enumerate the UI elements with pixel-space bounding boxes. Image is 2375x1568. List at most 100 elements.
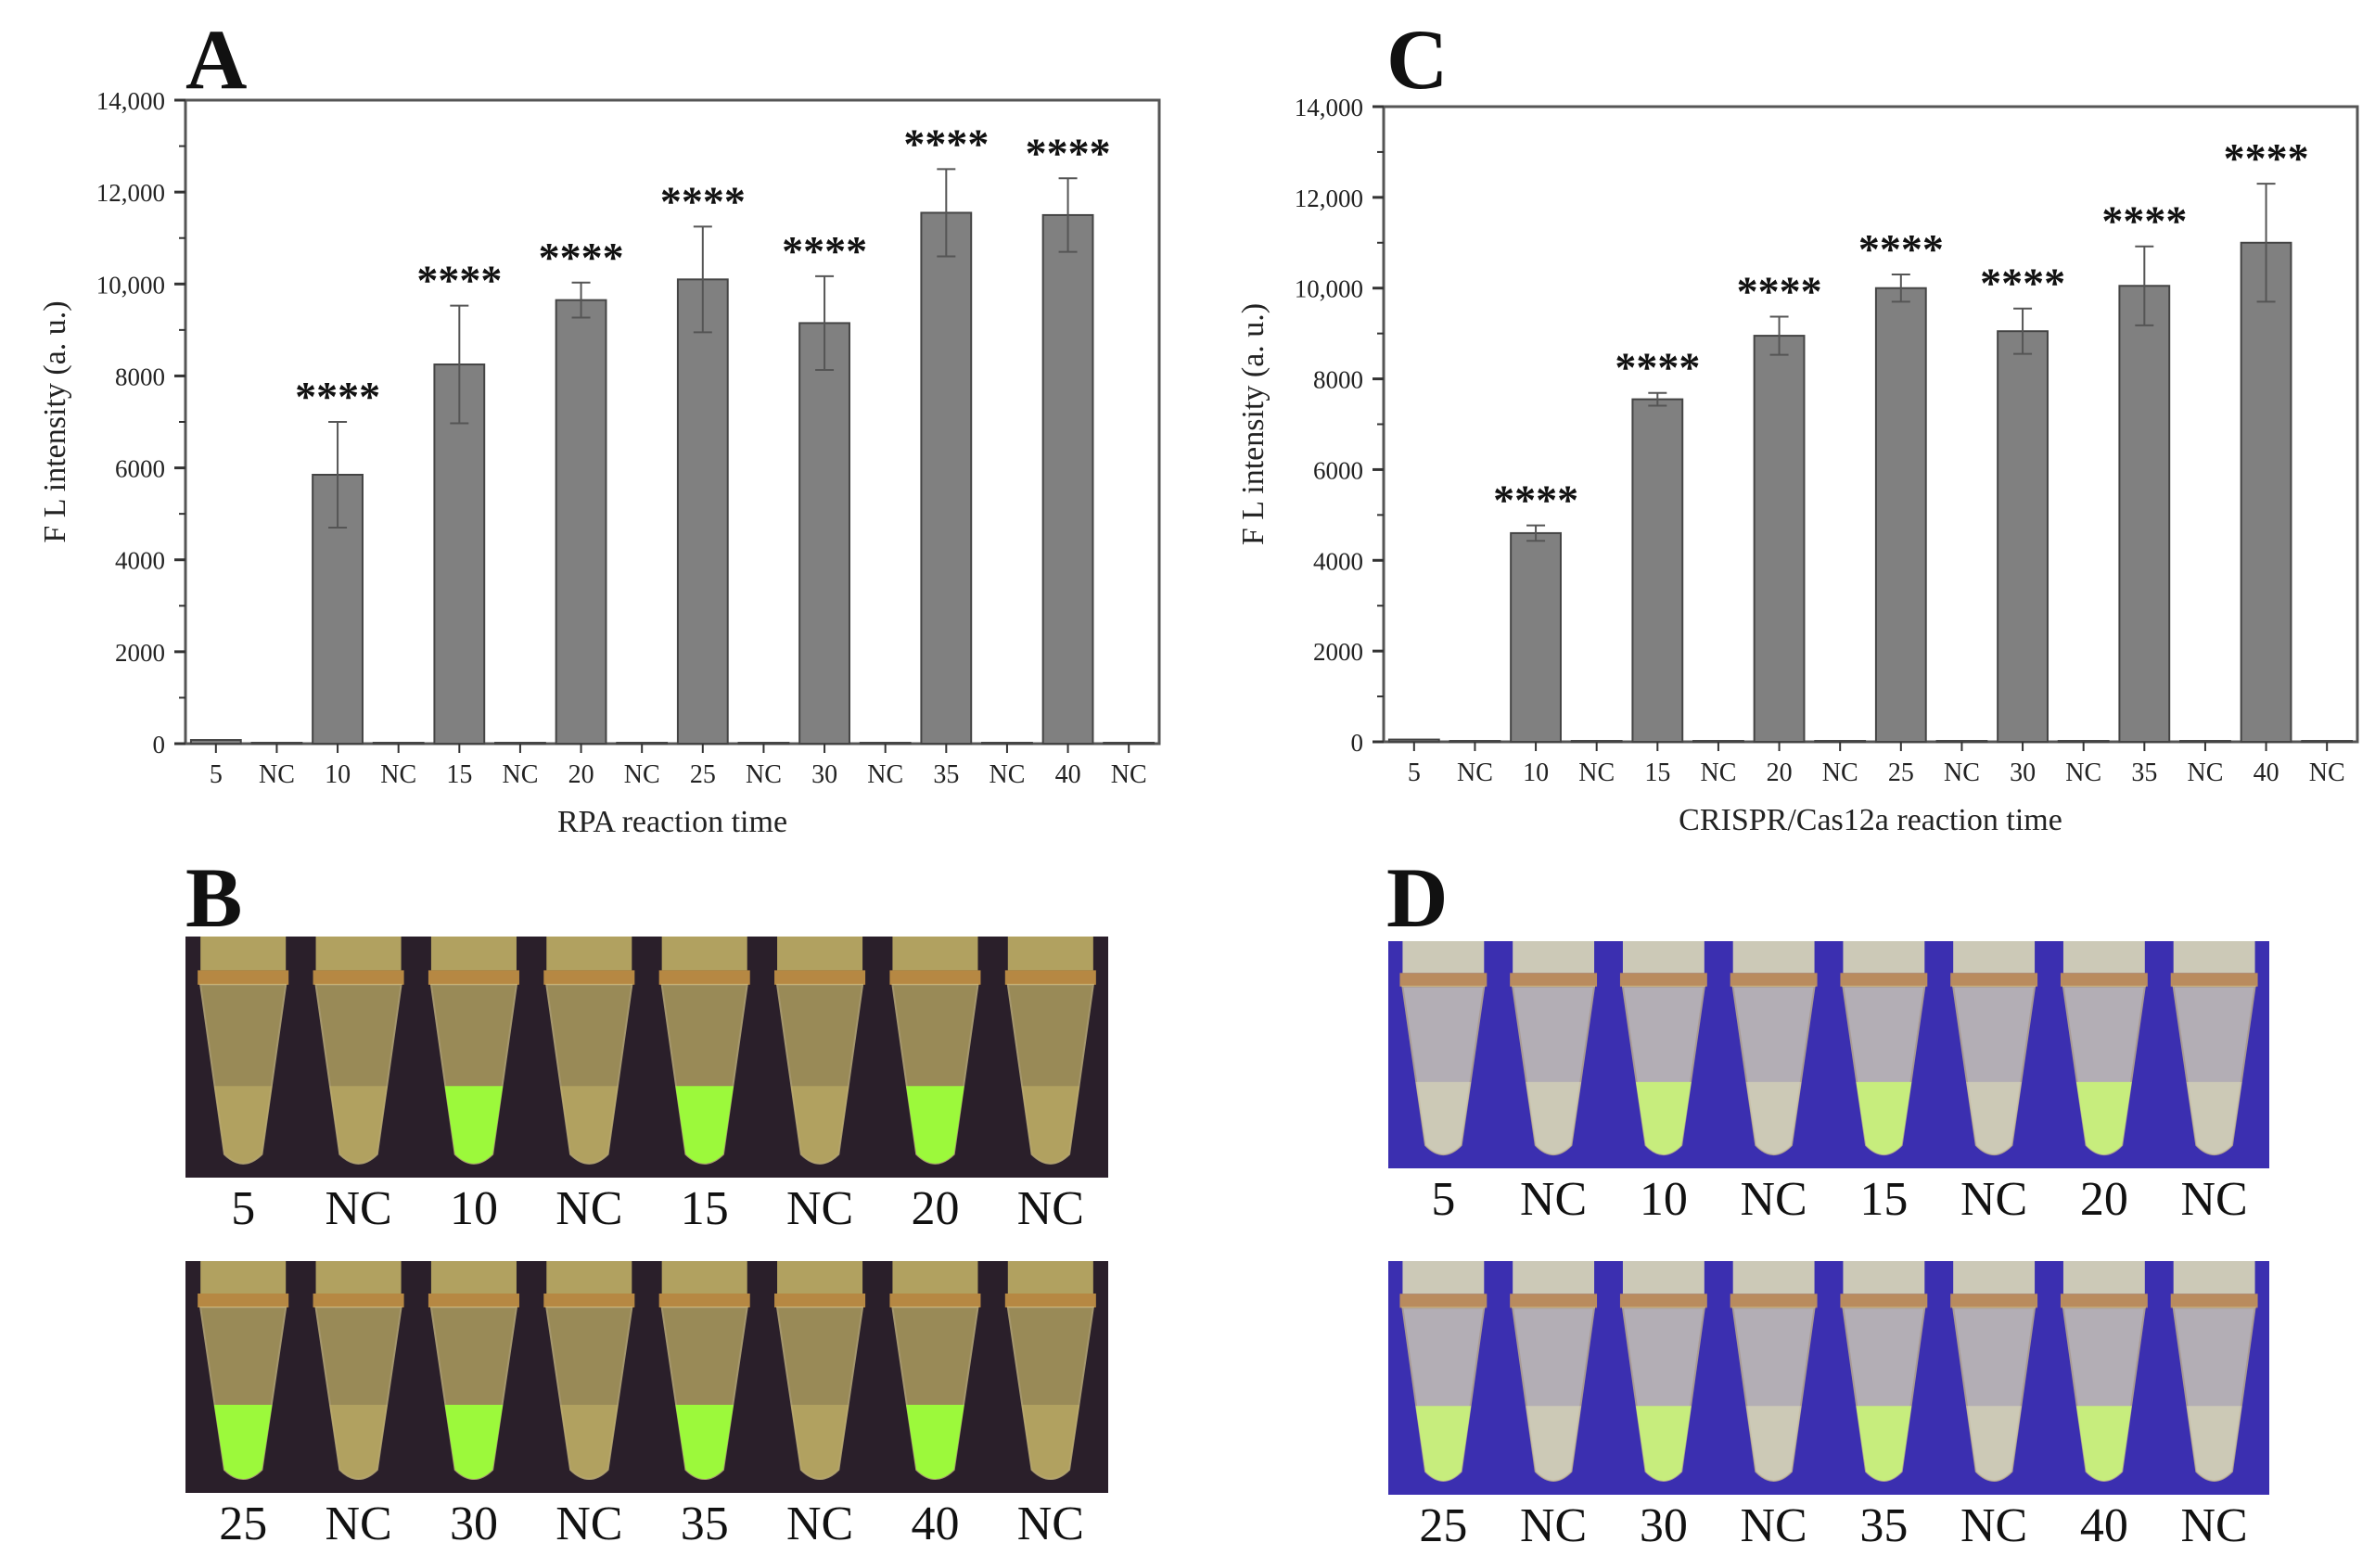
tube	[428, 937, 519, 1165]
x-tick-label: 15	[446, 760, 472, 789]
tube	[1399, 1261, 1488, 1482]
x-tick-label: NC	[380, 760, 416, 789]
tube	[543, 1261, 635, 1480]
x-tick-label: NC	[259, 760, 295, 789]
lane-labels-b-row-1: 5 NC 10 NC 15 NC 20 NC	[185, 1181, 1108, 1236]
tube	[1730, 941, 1818, 1156]
tube-cap	[1622, 1261, 1705, 1294]
tube-liquid	[1966, 1406, 2023, 1481]
tube-rim	[1399, 1294, 1488, 1308]
tube	[1950, 1261, 2038, 1482]
bar	[1510, 531, 1562, 744]
y-tick-label: 14,000	[1295, 94, 1363, 121]
lane-label: 15	[1859, 1173, 1909, 1226]
tube	[198, 937, 289, 1165]
tube	[2060, 941, 2148, 1156]
tube	[889, 1261, 981, 1480]
tube-rim	[1730, 973, 1818, 987]
x-tick-label: NC	[2309, 759, 2345, 787]
tube-rim	[774, 1294, 866, 1307]
tube-liquid	[1745, 1081, 1802, 1155]
significance-label: ****	[660, 177, 746, 224]
lane-label: NC	[1520, 1499, 1588, 1552]
tube-cap	[1513, 941, 1595, 974]
y-tick-label: 4000	[115, 547, 165, 575]
tube-rim	[2060, 1294, 2148, 1308]
tube	[1004, 1261, 1096, 1480]
lane-label: 5	[231, 1182, 256, 1235]
tube-cap	[430, 937, 517, 971]
tube-cap	[2062, 1261, 2145, 1294]
tube-rim	[1840, 1294, 1928, 1308]
lane-label: 35	[1859, 1499, 1909, 1552]
tube-liquid-fluorescent	[675, 1405, 734, 1479]
x-tick-label: NC	[1111, 760, 1147, 789]
x-tick-label: NC	[2187, 759, 2223, 787]
tube-cap	[1732, 941, 1815, 974]
significance-label: ****	[782, 227, 867, 274]
panel-label-d: D	[1386, 850, 1449, 945]
tube-cap	[2173, 1261, 2255, 1294]
x-tick-label: NC	[867, 760, 903, 789]
lane-label: 40	[2079, 1499, 2128, 1552]
tube	[1004, 937, 1096, 1165]
y-tick-label: 12,000	[1295, 185, 1363, 212]
y-axis-label: F L intensity (a. u.)	[1236, 303, 1270, 545]
tube-liquid-fluorescent	[2075, 1081, 2132, 1155]
x-tick-label: 20	[1767, 759, 1793, 787]
tube	[198, 1261, 289, 1480]
tube-rim	[1950, 1294, 2038, 1308]
x-tick-label: 25	[1888, 759, 1914, 787]
tube-rim	[889, 970, 981, 985]
tube-cap	[777, 937, 863, 971]
tube	[774, 1261, 866, 1480]
x-tick-label: 5	[1408, 759, 1421, 787]
tube	[2170, 941, 2258, 1156]
lane-label: 5	[1431, 1173, 1456, 1226]
y-tick-label: 2000	[1313, 638, 1363, 666]
tube-liquid	[2186, 1081, 2242, 1155]
lane-label: NC	[2180, 1173, 2248, 1226]
y-tick-label: 6000	[1313, 456, 1363, 484]
x-tick-label: NC	[1944, 759, 1980, 787]
tube-cap	[661, 937, 747, 971]
significance-label: ****	[1737, 268, 1822, 315]
tube-rim	[1840, 973, 1928, 987]
tube-liquid-fluorescent	[1635, 1406, 1692, 1481]
lane-label: NC	[555, 1498, 623, 1550]
tube-liquid	[560, 1086, 619, 1164]
y-tick-label: 12,000	[96, 179, 165, 207]
bar	[1874, 287, 1927, 743]
lane-label: NC	[1960, 1499, 2028, 1552]
tube-rim	[2170, 1294, 2258, 1308]
tube-cap	[200, 1261, 287, 1294]
tube-rim	[428, 970, 519, 985]
x-tick-label: 35	[933, 760, 959, 789]
tube-rim	[1004, 1294, 1096, 1307]
tube	[658, 937, 750, 1165]
tube-liquid-fluorescent	[1856, 1406, 1912, 1481]
tube	[1950, 941, 2038, 1156]
bar	[676, 278, 729, 745]
tube-cap	[546, 1261, 632, 1294]
tube-photo-row	[185, 937, 1108, 1178]
bar	[1997, 330, 2049, 743]
tube-rim	[1510, 973, 1598, 987]
tube	[428, 1261, 519, 1480]
tube-liquid-fluorescent	[213, 1405, 273, 1479]
lane-label: 30	[449, 1498, 498, 1550]
lane-labels-d-row-1: 5 NC 10 NC 15 NC 20 NC	[1388, 1172, 2269, 1227]
tube-cap	[2062, 941, 2145, 974]
x-tick-label: NC	[2065, 759, 2101, 787]
lane-label: 35	[680, 1498, 729, 1550]
tube-cap	[1843, 1261, 1925, 1294]
bar	[1449, 740, 1501, 744]
tube-liquid	[1415, 1081, 1472, 1155]
panel-label-b: B	[185, 850, 243, 945]
tube-liquid-fluorescent	[906, 1086, 964, 1164]
tube	[1840, 941, 1928, 1156]
tube-cap	[2173, 941, 2255, 974]
significance-label: ****	[1493, 477, 1578, 524]
tube-liquid	[790, 1405, 849, 1479]
y-tick-label: 6000	[115, 455, 165, 483]
